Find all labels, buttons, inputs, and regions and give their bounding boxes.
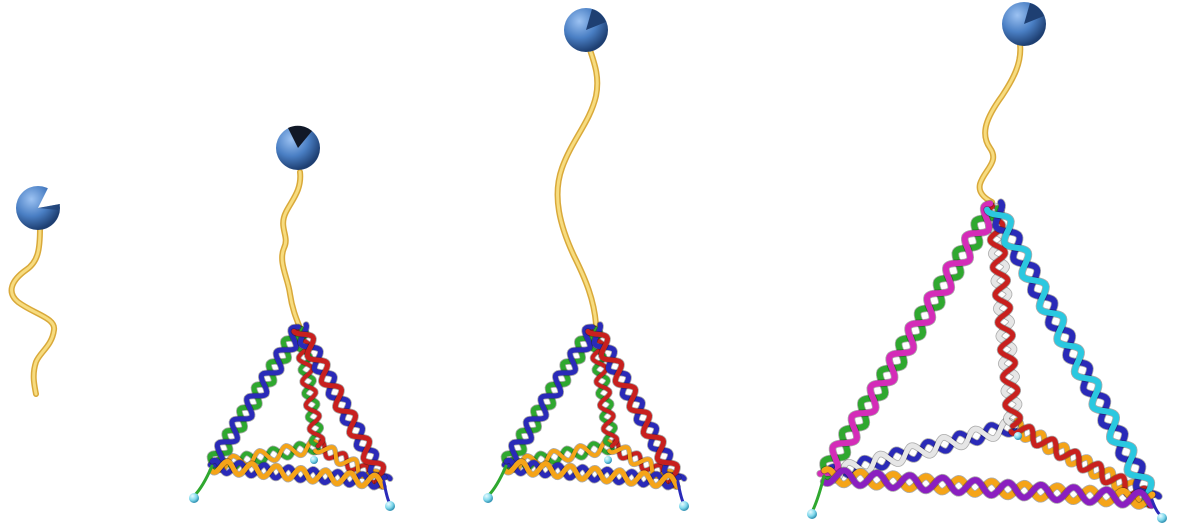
vertex-node (1157, 513, 1167, 523)
panel-4 (807, 2, 1167, 523)
helix-strand (817, 200, 994, 477)
vertex-node (807, 509, 817, 519)
helix-edge (816, 199, 1003, 483)
helix-strand (820, 418, 1016, 483)
vertex-node (1014, 432, 1022, 440)
helix-edge (584, 321, 688, 489)
bead-icon (16, 186, 60, 230)
helix-edge (502, 456, 682, 491)
bead-icon (564, 8, 608, 52)
helix-strand (207, 324, 301, 468)
vertex-node (679, 501, 689, 511)
dangling-strand (676, 480, 686, 506)
helix-strand (820, 467, 1155, 509)
helix-strand (591, 322, 687, 482)
panel-1 (8, 186, 60, 397)
bead-icon (1002, 2, 1046, 46)
helix-strand (209, 458, 387, 490)
tetrahedron-small (483, 321, 689, 511)
dangling-strand (810, 474, 826, 514)
helix-strand (820, 205, 1002, 482)
dangling-strand (192, 464, 214, 498)
vertex-node (310, 456, 318, 464)
helix-edge (206, 323, 307, 471)
helix-strand (992, 199, 1162, 500)
vertex-node (189, 493, 199, 503)
helix-edge (983, 198, 1163, 508)
helix-strand (1014, 418, 1158, 504)
helix-edge (208, 456, 388, 491)
helix-strand (607, 445, 678, 489)
panel-2 (189, 125, 395, 511)
helix-strand (313, 445, 384, 489)
tether-strand-highlight (978, 42, 1022, 204)
helix-strand (501, 324, 595, 468)
bead-icon (276, 125, 320, 170)
tether-strand-highlight (280, 170, 302, 330)
vertex-node (483, 493, 493, 503)
vertex-node (604, 456, 612, 464)
dangling-strand (382, 480, 392, 506)
tetrahedron-large (807, 198, 1167, 523)
dangling-strand (486, 464, 508, 498)
tether-strand (554, 41, 601, 327)
panel-3 (483, 8, 689, 511)
vertex-node (385, 501, 395, 511)
helix-strand (503, 458, 681, 490)
helix-edge (500, 323, 601, 471)
tether-strand-highlight (556, 42, 599, 326)
tetrahedron-small (189, 321, 395, 511)
tether-strand-highlight (10, 226, 56, 396)
helix-strand (297, 322, 393, 482)
helix-strand (291, 328, 387, 488)
helix-edge (819, 465, 1157, 510)
helix-strand (585, 328, 681, 488)
helix-strand (984, 206, 1155, 507)
helix-edge (290, 321, 394, 489)
helix-strand (985, 203, 1023, 429)
